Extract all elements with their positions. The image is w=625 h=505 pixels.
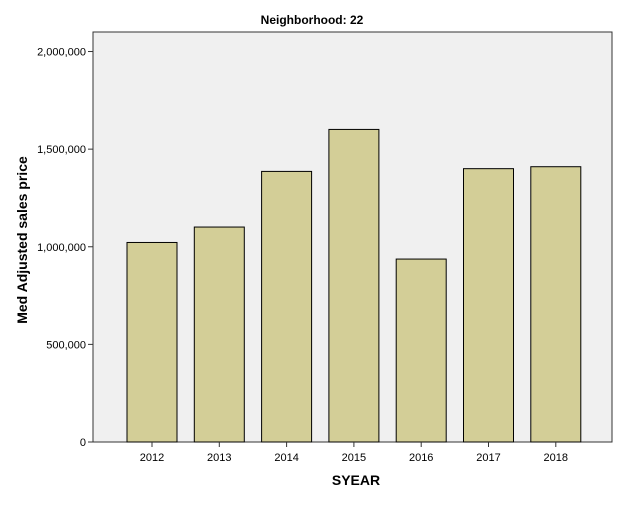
y-tick-label: 1,500,000 [37,144,86,156]
bar-2018 [530,166,582,443]
y-axis-label: Med Adjusted sales price [14,156,30,324]
chart-title: Neighborhood: 22 [261,13,364,27]
y-tick-label: 2,000,000 [37,47,86,59]
x-axis-label: SYEAR [332,472,380,488]
x-tick-label: 2014 [274,452,298,464]
x-tick-label: 2016 [409,452,433,464]
y-axis: 0 500,000 1,000,000 1,500,000 2,000,000 [37,47,93,449]
bar-2014 [261,170,313,443]
bar-2013 [193,226,245,443]
x-axis: 2012 2013 2014 2015 2016 2017 2018 [140,442,568,464]
x-tick-label: 2012 [140,452,164,464]
x-tick-label: 2017 [476,452,500,464]
bars [126,128,582,443]
bar-2017 [463,168,514,443]
x-tick-label: 2015 [342,452,366,464]
x-tick-label: 2018 [544,452,568,464]
y-tick-label: 1,000,000 [37,242,86,254]
bar-2012 [126,241,178,443]
x-tick-label: 2013 [207,452,231,464]
bar-2016 [395,258,447,443]
bar-2015 [328,128,380,443]
y-tick-label: 0 [80,437,86,449]
y-tick-label: 500,000 [46,339,86,351]
